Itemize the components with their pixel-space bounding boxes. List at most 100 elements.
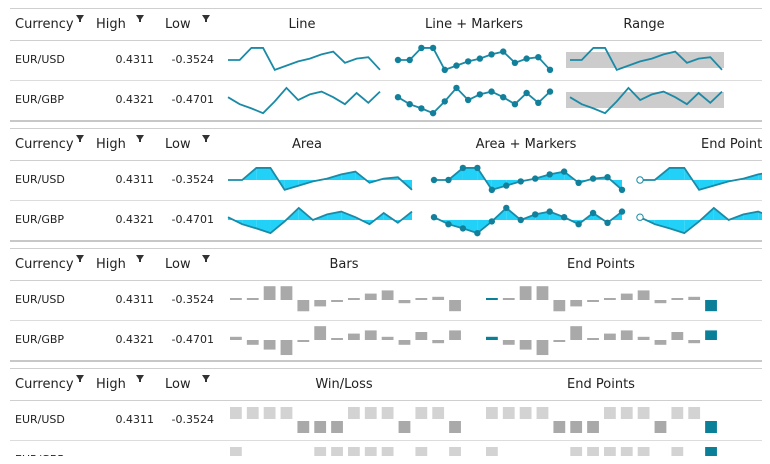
column-header-low[interactable]: Low <box>165 137 191 152</box>
low-cell: -0.4701 <box>171 213 214 226</box>
filter-icon[interactable] <box>76 135 84 142</box>
column-header-sparkline[interactable]: Area + Markers <box>475 137 577 152</box>
column-header-sparkline[interactable]: Bars <box>329 257 359 272</box>
sparkline-bar <box>536 407 549 419</box>
area-segment <box>758 173 762 180</box>
area-segment <box>256 167 271 180</box>
column-header-sparkline[interactable]: Range <box>623 17 665 32</box>
area-segment <box>669 220 685 234</box>
table-row[interactable]: EUR/USD 0.4311 -0.3524 <box>10 280 762 321</box>
sparkline-line <box>228 47 381 71</box>
sparkline-marker <box>503 182 510 189</box>
header-row: Currency High Low Bars End Points <box>10 249 762 281</box>
sparkline-path <box>228 167 413 191</box>
sparkline-grid: Currency High Low Win/Loss End Points EUR/USD… <box>10 368 762 456</box>
sparkline-area <box>228 167 413 191</box>
sparkline-bar <box>486 336 498 340</box>
sparkline-bar <box>230 298 242 300</box>
sparkline-bar <box>553 421 566 433</box>
sparkline-bar <box>381 336 394 340</box>
column-header-sparkline[interactable]: Win/Loss <box>315 377 373 392</box>
filter-icon[interactable] <box>76 375 84 382</box>
area-segment <box>654 220 670 229</box>
table-row[interactable]: EUR/GBP 0.4321 -0.4701 <box>10 320 762 361</box>
sparkline-bars <box>230 286 461 312</box>
low-cell: -0.4701 <box>171 93 214 106</box>
sparkline-range <box>566 47 724 71</box>
sparkline-grid: Currency High Low Line Line + Markers Range EU… <box>10 8 762 122</box>
sparkline-bar <box>398 300 411 304</box>
column-header-sparkline[interactable]: Line + Markers <box>425 17 523 32</box>
sparkline-path <box>228 47 381 71</box>
sparkline-marker <box>441 98 448 105</box>
sparkline-marker <box>517 178 524 185</box>
column-header-currency[interactable]: Currency <box>15 257 74 272</box>
sparkline-bar <box>230 447 242 456</box>
sparkline-marker <box>535 54 542 61</box>
sparkline-bar <box>348 298 360 300</box>
sparkline-bar <box>519 286 532 300</box>
area-segment <box>462 167 478 180</box>
sparkline-marker <box>459 225 467 232</box>
sparkline-bar <box>449 300 461 312</box>
sparkline-area <box>227 206 413 235</box>
sparkline-bar <box>415 298 428 300</box>
currency-cell: EUR/GBP <box>15 93 65 106</box>
column-header-sparkline[interactable]: End Points <box>567 377 635 392</box>
high-cell: 0.4311 <box>115 173 155 186</box>
table-row[interactable]: EUR/USD 0.4311 -0.3524 <box>10 40 762 81</box>
sparkline-marker <box>474 229 481 237</box>
sparkline-bar <box>502 340 515 345</box>
column-header-high[interactable]: High <box>96 257 126 272</box>
table-row[interactable]: EUR/GBP 0.4321 -0.4701 <box>10 80 762 121</box>
sparkline-range <box>566 86 724 115</box>
column-header-sparkline[interactable]: Area <box>292 137 322 152</box>
sparkline-winloss <box>230 407 461 433</box>
filter-icon[interactable] <box>136 375 144 382</box>
filter-icon[interactable] <box>136 135 144 142</box>
sparkline-bar <box>570 421 583 433</box>
table-row[interactable]: EUR/GBP 0.4321 -0.4701 <box>10 200 762 241</box>
sparkline-marker <box>523 89 530 97</box>
currency-cell: EUR/GBP <box>15 440 64 456</box>
filter-icon[interactable] <box>202 15 210 22</box>
column-header-high[interactable]: High <box>96 137 126 152</box>
filter-icon[interactable] <box>76 15 84 22</box>
start-point-marker <box>636 176 644 184</box>
sparkline-marker <box>488 186 496 194</box>
column-header-sparkline[interactable]: Line <box>288 17 316 32</box>
column-header-sparkline[interactable]: End Points <box>567 257 635 272</box>
sparkline-marker <box>429 44 437 52</box>
area-segment <box>242 220 257 229</box>
sparkline-path <box>569 86 723 115</box>
sparkline-bar <box>246 298 259 300</box>
filter-icon[interactable] <box>202 375 210 382</box>
table-row[interactable]: EUR/USD 0.4311 -0.3524 <box>10 400 762 441</box>
sparkline-bar <box>432 340 445 344</box>
column-header-low[interactable]: Low <box>165 257 191 272</box>
sparkline-bar <box>587 447 599 456</box>
column-header-low[interactable]: Low <box>165 377 191 392</box>
sparkline-marker <box>474 164 481 172</box>
area-segment <box>284 180 299 190</box>
filter-icon[interactable] <box>136 15 144 22</box>
area-segment <box>256 220 271 234</box>
sparkline-bar <box>331 338 343 340</box>
filter-icon[interactable] <box>202 255 210 262</box>
sparkline-bar <box>654 340 667 345</box>
table-row[interactable]: EUR/USD 0.4311 -0.3524 <box>10 160 762 201</box>
table-row[interactable]: EUR/GBP <box>10 440 762 456</box>
filter-icon[interactable] <box>202 135 210 142</box>
sparkline-marker <box>560 214 568 221</box>
column-header-high[interactable]: High <box>96 17 126 32</box>
column-header-low[interactable]: Low <box>165 17 191 32</box>
high-cell: 0.4311 <box>115 293 155 306</box>
sparkline-bar <box>381 290 394 300</box>
filter-icon[interactable] <box>136 255 144 262</box>
filter-icon[interactable] <box>76 255 84 262</box>
column-header-high[interactable]: High <box>96 377 126 392</box>
column-header-currency[interactable]: Currency <box>15 377 74 392</box>
column-header-sparkline[interactable]: End Points <box>701 137 762 152</box>
column-header-currency[interactable]: Currency <box>15 137 74 152</box>
column-header-currency[interactable]: Currency <box>15 17 74 32</box>
